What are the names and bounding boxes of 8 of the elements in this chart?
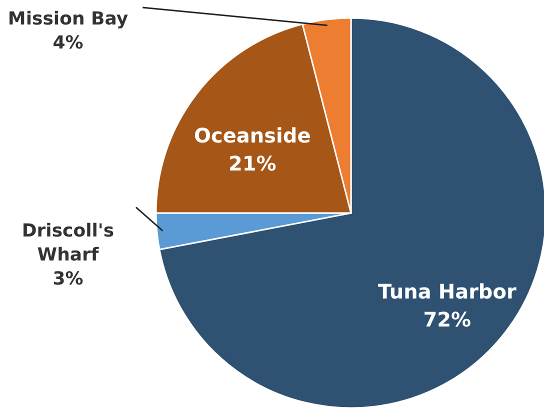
- data-label: 3%: [52, 268, 84, 290]
- slice-label: Oceanside: [194, 124, 311, 148]
- slice-label: Tuna Harbor: [378, 280, 516, 304]
- slice-label: Driscoll's Wharf: [22, 220, 114, 266]
- slice-label: Mission Bay: [8, 8, 128, 30]
- data-label: 72%: [423, 308, 472, 332]
- data-label: 21%: [228, 152, 276, 176]
- data-label: 4%: [52, 32, 84, 54]
